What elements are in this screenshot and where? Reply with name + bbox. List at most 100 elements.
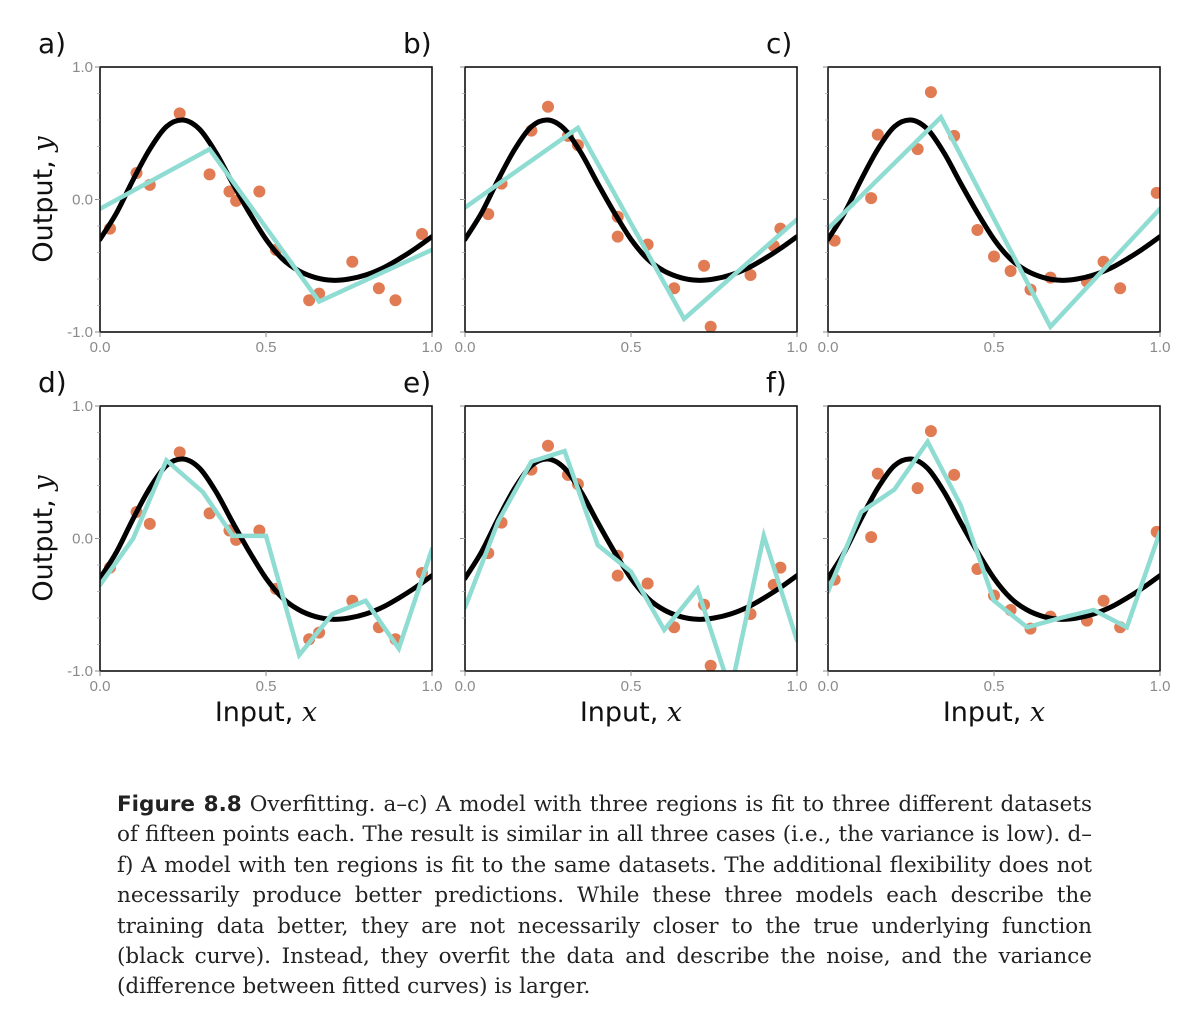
x-axis-label: Input, x (943, 697, 1045, 728)
model-fit-line (100, 456, 432, 660)
data-point (253, 185, 266, 198)
data-point (416, 227, 429, 240)
true-function-line (465, 117, 797, 283)
x-axis-label-var: x (302, 697, 317, 728)
x-tick-label: 0.5 (984, 678, 1005, 695)
x-tick-label: 1.0 (422, 678, 443, 695)
plot-frame (827, 405, 1161, 672)
panel-f: 0.0 0.5 1.0 f) Input, x (766, 366, 1170, 728)
model-fit-line (465, 124, 797, 323)
data-point (173, 107, 186, 120)
x-tick-label: 1.0 (787, 339, 808, 356)
model-fit-line (828, 437, 1160, 631)
x-tick-label: 0.5 (256, 678, 277, 695)
data-point (173, 446, 186, 459)
panel-label: f) (766, 366, 787, 399)
panel-a: -1.00.01.00.0 0.5 1.0a)Output, y (28, 27, 442, 356)
x-axis-label-var: x (667, 697, 682, 728)
data-point (865, 192, 878, 205)
y-axis-label: Output, y (28, 475, 59, 602)
x-tick-label: 0.0 (455, 678, 476, 695)
x-tick-label: 0.5 (984, 339, 1005, 356)
y-tick-label: -1.0 (67, 324, 93, 341)
y-tick-label: 0.0 (72, 192, 93, 209)
x-tick-label: 0.0 (818, 339, 839, 356)
data-point (1004, 265, 1017, 278)
true-function-line (100, 456, 432, 622)
true-function-line (828, 456, 1160, 622)
data-point (1114, 282, 1127, 295)
data-point (641, 577, 654, 590)
model-fit-line (465, 448, 797, 671)
data-point (611, 569, 624, 582)
data-point (372, 282, 385, 295)
data-point (1150, 186, 1160, 199)
x-axis-label-text: Input, (580, 697, 667, 728)
plot-area (828, 425, 1160, 635)
plot-frame (464, 405, 798, 672)
data-point (871, 128, 884, 141)
data-point (704, 320, 717, 332)
data-point (971, 223, 984, 236)
data-point (143, 517, 156, 530)
y-axis-label-var: y (28, 475, 59, 492)
x-tick-label: 0.5 (256, 339, 277, 356)
x-tick-label: 0.0 (455, 339, 476, 356)
panel-label: b) (403, 27, 432, 60)
x-axis-label-text: Input, (943, 697, 1030, 728)
caption-text: Overfitting. a–c) A model with three reg… (117, 792, 1092, 1000)
data-point (704, 659, 717, 671)
panel-c: 0.0 0.5 1.0 c) (766, 27, 1170, 356)
data-point (1097, 594, 1110, 607)
panel-e: 0.0 0.5 1.0 e) Input, x (403, 366, 807, 728)
data-point (203, 168, 216, 181)
x-tick-label: 0.5 (621, 339, 642, 356)
data-point (871, 467, 884, 480)
plot-area (465, 439, 797, 671)
x-axis-label: Input, x (580, 697, 682, 728)
x-tick-label: 0.0 (818, 678, 839, 695)
model-fit-line (828, 113, 1160, 331)
x-tick-label: 1.0 (422, 339, 443, 356)
true-function-line (465, 456, 797, 622)
x-axis-label-text: Input, (215, 697, 302, 728)
plot-frame (827, 66, 1161, 333)
panel-label: e) (403, 366, 431, 399)
data-point (303, 294, 316, 307)
data-point (744, 269, 757, 282)
plot-area (100, 107, 432, 307)
x-tick-label: 1.0 (1150, 678, 1171, 695)
figure-label: Figure 8.8 (117, 792, 242, 817)
data-point (346, 255, 359, 268)
data-point (542, 439, 554, 452)
data-point (924, 425, 937, 438)
data-point (948, 468, 961, 481)
y-tick-label: 0.0 (72, 531, 93, 548)
x-axis-label-var: x (1030, 697, 1045, 728)
x-tick-label: 1.0 (787, 678, 808, 695)
y-axis-label-text: Output, (28, 491, 59, 602)
y-axis-label-text: Output, (28, 152, 59, 263)
panel-label: a) (38, 27, 66, 60)
data-point (611, 230, 624, 243)
y-tick-label: 1.0 (72, 59, 93, 76)
data-point (774, 561, 787, 574)
data-point (203, 507, 216, 520)
panel-b: 0.0 0.5 1.0 b) (403, 27, 807, 356)
x-tick-label: 0.0 (90, 339, 111, 356)
data-point (542, 100, 554, 113)
data-point (698, 259, 711, 272)
plot-frame (464, 66, 798, 333)
x-tick-label: 0.5 (621, 678, 642, 695)
data-point (924, 86, 937, 99)
panel-label: c) (766, 27, 792, 60)
model-fit-line (100, 146, 432, 305)
panel-label: d) (38, 366, 67, 399)
plot-area (828, 86, 1160, 331)
data-point (865, 531, 878, 544)
data-point (389, 294, 402, 307)
data-point (253, 524, 266, 537)
y-axis-label-var: y (28, 136, 59, 153)
y-tick-label: 1.0 (72, 398, 93, 415)
